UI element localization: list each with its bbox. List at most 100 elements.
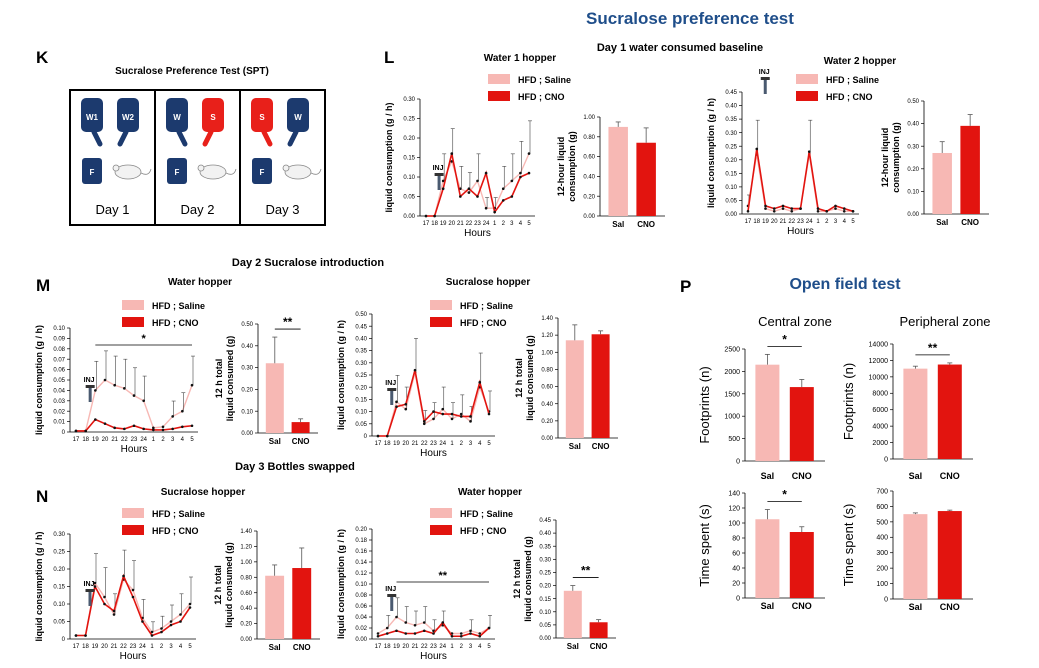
y-tick-label: 0.05 — [53, 378, 65, 384]
y-tick-label: 0.04 — [53, 389, 65, 395]
data-point — [487, 412, 491, 416]
bar — [589, 622, 608, 638]
y-tick-label: 0 — [736, 595, 740, 602]
data-point — [469, 632, 472, 635]
x-tick-label: 3 — [469, 644, 473, 650]
data-point — [799, 207, 802, 210]
x-tick-label: 17 — [375, 441, 382, 447]
data-point — [432, 632, 435, 635]
spt-day-box — [239, 89, 326, 226]
bar — [932, 152, 952, 214]
syringe-barrel-icon — [390, 391, 394, 405]
data-point — [404, 632, 408, 635]
y-tick-label: 0.45 — [725, 90, 737, 96]
spt-day-label: Day 3 — [266, 202, 300, 217]
y-axis-label: 12 h total — [214, 359, 224, 399]
mouse-tail-icon — [310, 168, 322, 175]
bar — [789, 532, 814, 598]
legend-label-cno: HFD ; CNO — [152, 318, 199, 328]
y-tick-label: 0.35 — [355, 349, 367, 355]
y-tick-label: 0.45 — [355, 324, 367, 330]
x-category-label: Sal — [761, 601, 775, 611]
bar — [591, 334, 610, 438]
chart-title: Water 1 hopper — [484, 53, 557, 64]
y-tick-label: 0.03 — [53, 399, 65, 405]
data-point — [404, 402, 408, 406]
x-tick-label: 22 — [421, 644, 428, 650]
syringe-barrel-icon — [390, 597, 394, 611]
chart-title: Water 2 hopper — [824, 56, 897, 67]
x-tick-label: 22 — [421, 441, 428, 447]
y-tick-label: 0.60 — [240, 591, 252, 597]
y-tick-label: 60 — [732, 550, 740, 557]
data-point — [790, 207, 794, 210]
inj-label: INJ — [84, 377, 95, 384]
y-tick-label: 0.20 — [53, 567, 65, 573]
syringe-icon — [387, 594, 397, 597]
y-axis-label: liquid consumed (g) — [525, 335, 535, 421]
significance-stars: * — [782, 332, 787, 346]
chart-title: Water hopper — [458, 487, 522, 498]
x-category-label: CNO — [292, 437, 310, 446]
legend-swatch-saline — [430, 508, 452, 518]
y-axis-label: consumption (g) — [891, 122, 901, 193]
chart-title: Sucralose hopper — [446, 277, 531, 288]
y-tick-label: 0.00 — [725, 212, 737, 218]
data-point — [385, 434, 389, 438]
x-tick-label: 18 — [384, 441, 391, 447]
data-point — [450, 152, 454, 155]
data-point — [94, 418, 97, 421]
y-tick-label: 0 — [736, 458, 740, 465]
x-tick-label: 3 — [469, 441, 473, 447]
data-point — [113, 383, 116, 387]
x-category-label: CNO — [592, 442, 610, 451]
syringe-icon — [760, 77, 770, 80]
y-tick-label: 0.15 — [539, 597, 551, 603]
y-tick-label: 0.35 — [539, 544, 551, 550]
panel-letter-l: L — [384, 48, 394, 67]
y-tick-label: 0 — [884, 456, 888, 463]
y-tick-label: 0.05 — [539, 623, 551, 629]
bottle-spout-icon — [287, 129, 299, 147]
inj-label: INJ — [84, 581, 95, 588]
data-point — [74, 429, 78, 433]
y-tick-label: 0.30 — [53, 532, 65, 538]
x-tick-label: 21 — [780, 219, 787, 225]
food-label: F — [90, 168, 95, 177]
data-point — [376, 632, 380, 635]
significance-stars: * — [142, 333, 147, 345]
y-tick-label: 0.06 — [355, 604, 367, 610]
data-point — [746, 209, 750, 213]
x-tick-label: 22 — [121, 437, 128, 443]
data-point — [123, 427, 126, 431]
data-point — [152, 428, 155, 432]
inj-label: INJ — [385, 586, 396, 593]
data-point — [834, 204, 837, 208]
data-point — [459, 632, 463, 635]
y-axis-label: consumption (g) — [567, 131, 577, 202]
food-hopper-icon — [252, 158, 272, 184]
bar — [608, 126, 628, 216]
data-point — [395, 400, 398, 404]
data-point — [432, 410, 435, 413]
x-tick-label: 2 — [161, 437, 165, 443]
data-point — [190, 424, 194, 428]
data-point — [84, 634, 87, 637]
x-tick-label: 2 — [460, 441, 464, 447]
data-point — [478, 381, 482, 384]
bar — [265, 363, 284, 433]
data-point — [501, 187, 505, 190]
chart-title: Sucralose hopper — [161, 487, 246, 498]
data-point — [188, 606, 192, 609]
x-tick-label: 17 — [73, 644, 80, 650]
y-tick-label: 0.15 — [53, 585, 65, 591]
x-tick-label: 4 — [478, 644, 482, 650]
syringe-barrel-icon — [437, 176, 441, 190]
inj-label: INJ — [759, 69, 770, 76]
data-point — [476, 195, 479, 198]
x-tick-label: 3 — [834, 219, 838, 225]
mouse-icon — [199, 164, 227, 180]
y-tick-label: 0.25 — [725, 144, 737, 150]
x-category-label: CNO — [792, 471, 812, 481]
y-tick-label: 8000 — [872, 391, 888, 398]
